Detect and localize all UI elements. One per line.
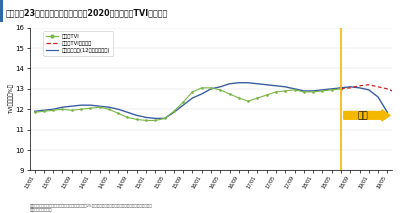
Y-axis label: TVI（単位：%）: TVI（単位：%） <box>8 84 14 114</box>
Text: 予測: 予測 <box>358 111 369 120</box>
FancyArrow shape <box>344 110 390 121</box>
Legend: 空室率TVI, 空室率TVI推移予測, 需給ギャップ(12か月移動平均): 空室率TVI, 空室率TVI推移予測, 需給ギャップ(12か月移動平均) <box>44 31 113 56</box>
Text: 図　東京23区の需給ギャップ推移と2020年の空室率TVI推移予測: 図 東京23区の需給ギャップ推移と2020年の空室率TVI推移予測 <box>6 9 168 17</box>
Text: 出所：総務省　国勢調査、住民基本台帳月報、平成25年度住宅・土地統計調査、国土交通省　住宅着工統計
分析：株式会社タス: 出所：総務省 国勢調査、住民基本台帳月報、平成25年度住宅・土地統計調査、国土交… <box>30 203 153 212</box>
Bar <box>0 0 3 22</box>
